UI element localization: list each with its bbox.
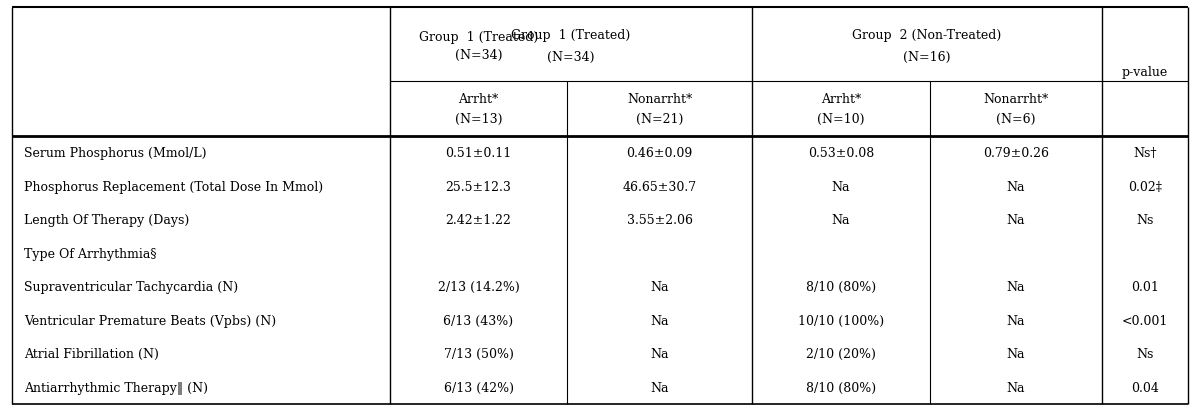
- Text: Group  2 (Non-Treated): Group 2 (Non-Treated): [852, 29, 1002, 41]
- Text: Type Of Arrhythmia§: Type Of Arrhythmia§: [24, 247, 156, 260]
- Text: Na: Na: [1007, 180, 1025, 193]
- Text: Nonarrht*: Nonarrht*: [983, 93, 1049, 106]
- Text: 7/13 (50%): 7/13 (50%): [444, 347, 514, 360]
- Text: 6/13 (43%): 6/13 (43%): [444, 314, 514, 327]
- Text: Antiarrhythmic Therapy‖ (N): Antiarrhythmic Therapy‖ (N): [24, 381, 208, 394]
- Text: Atrial Fibrillation (N): Atrial Fibrillation (N): [24, 347, 158, 360]
- Text: p-value: p-value: [1122, 66, 1168, 79]
- Text: 0.79±0.26: 0.79±0.26: [983, 147, 1049, 160]
- Text: 0.53±0.08: 0.53±0.08: [808, 147, 874, 160]
- Text: 8/10 (80%): 8/10 (80%): [806, 381, 876, 394]
- Text: 0.51±0.11: 0.51±0.11: [445, 147, 511, 160]
- Text: Nonarrht*: Nonarrht*: [626, 93, 692, 106]
- Text: 10/10 (100%): 10/10 (100%): [798, 314, 884, 327]
- Text: (N=6): (N=6): [996, 113, 1036, 126]
- Text: 2/13 (14.2%): 2/13 (14.2%): [438, 281, 520, 294]
- Text: 0.46±0.09: 0.46±0.09: [626, 147, 692, 160]
- Text: 8/10 (80%): 8/10 (80%): [806, 281, 876, 294]
- Text: Ventricular Premature Beats (Vpbs) (N): Ventricular Premature Beats (Vpbs) (N): [24, 314, 276, 327]
- Text: (N=21): (N=21): [636, 113, 683, 126]
- Text: Na: Na: [1007, 214, 1025, 227]
- Text: Na: Na: [1007, 347, 1025, 360]
- Text: Na: Na: [650, 347, 668, 360]
- Text: (N=34): (N=34): [455, 48, 503, 61]
- Text: Na: Na: [832, 214, 851, 227]
- Text: 2/10 (20%): 2/10 (20%): [806, 347, 876, 360]
- Text: Na: Na: [1007, 281, 1025, 294]
- Text: 2.42±1.22: 2.42±1.22: [445, 214, 511, 227]
- Text: Serum Phosphorus (Mmol/L): Serum Phosphorus (Mmol/L): [24, 147, 206, 160]
- Text: Na: Na: [650, 314, 668, 327]
- Text: 46.65±30.7: 46.65±30.7: [623, 180, 696, 193]
- Text: Ns: Ns: [1136, 347, 1153, 360]
- Text: 3.55±2.06: 3.55±2.06: [626, 214, 692, 227]
- Text: 0.01: 0.01: [1132, 281, 1159, 294]
- Text: Na: Na: [650, 281, 668, 294]
- Text: 6/13 (42%): 6/13 (42%): [444, 381, 514, 394]
- Text: Na: Na: [650, 381, 668, 394]
- Text: Arrht*: Arrht*: [821, 93, 862, 106]
- Text: (N=13): (N=13): [455, 113, 503, 126]
- Text: Group  1 (Treated): Group 1 (Treated): [419, 30, 538, 43]
- Text: Na: Na: [832, 180, 851, 193]
- Text: 0.04: 0.04: [1132, 381, 1159, 394]
- Text: (N=10): (N=10): [817, 113, 865, 126]
- Text: 25.5±12.3: 25.5±12.3: [445, 180, 511, 193]
- Text: Na: Na: [1007, 314, 1025, 327]
- Text: Phosphorus Replacement (Total Dose In Mmol): Phosphorus Replacement (Total Dose In Mm…: [24, 180, 323, 193]
- Text: (N=16): (N=16): [904, 50, 950, 63]
- Text: Arrht*: Arrht*: [458, 93, 499, 106]
- Text: 0.02‡: 0.02‡: [1128, 180, 1162, 193]
- Text: Length Of Therapy (Days): Length Of Therapy (Days): [24, 214, 190, 227]
- Text: Group  1 (Treated): Group 1 (Treated): [511, 29, 631, 41]
- Text: Ns†: Ns†: [1133, 147, 1157, 160]
- Text: (N=34): (N=34): [547, 50, 595, 63]
- Text: Supraventricular Tachycardia (N): Supraventricular Tachycardia (N): [24, 281, 238, 294]
- Text: <0.001: <0.001: [1122, 314, 1168, 327]
- Text: Ns: Ns: [1136, 214, 1153, 227]
- Text: Na: Na: [1007, 381, 1025, 394]
